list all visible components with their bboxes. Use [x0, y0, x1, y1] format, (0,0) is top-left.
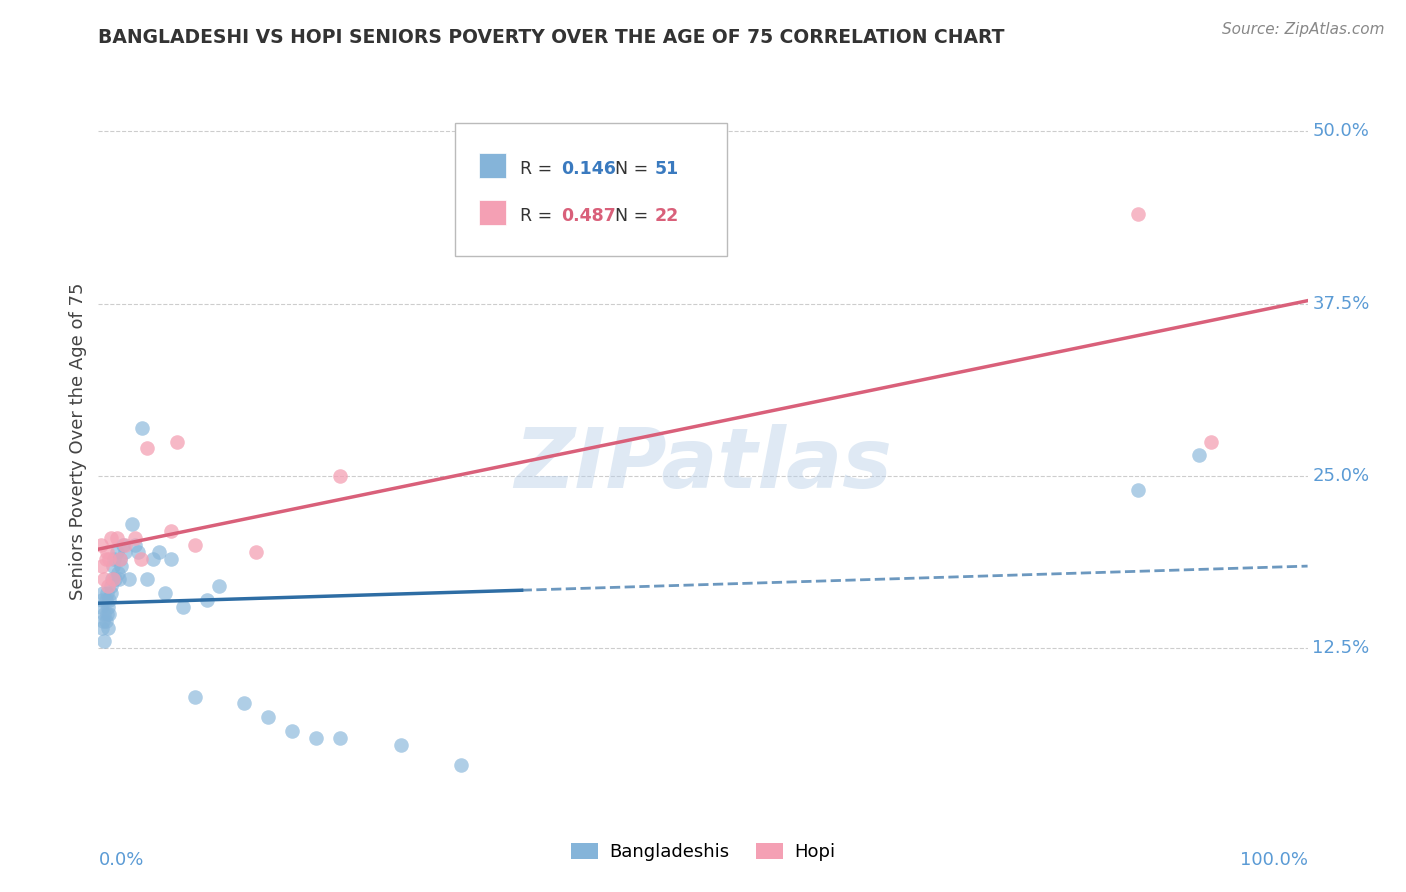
Point: [135, 573, 157, 587]
Point: [131, 421, 153, 435]
Point: [96, 545, 118, 559]
Bar: [479, 201, 506, 226]
Point: [91, 593, 114, 607]
Point: [91, 586, 114, 600]
Text: N =: N =: [614, 161, 654, 178]
Point: [124, 538, 146, 552]
Point: [127, 545, 149, 559]
Point: [104, 573, 127, 587]
Point: [91, 558, 114, 573]
Point: [232, 697, 254, 711]
Point: [172, 599, 194, 614]
Text: 25.0%: 25.0%: [1312, 467, 1369, 485]
Point: [166, 434, 188, 449]
Point: [103, 551, 125, 566]
Point: [118, 573, 141, 587]
Text: ZIPatlas: ZIPatlas: [515, 424, 891, 505]
Point: [184, 690, 207, 704]
Point: [101, 573, 124, 587]
Point: [98, 607, 121, 621]
Point: [142, 551, 165, 566]
Point: [160, 524, 183, 538]
Point: [90, 599, 112, 614]
Point: [108, 551, 131, 566]
Point: [111, 538, 134, 552]
Point: [256, 710, 278, 724]
Text: 12.5%: 12.5%: [1312, 640, 1369, 657]
Point: [389, 738, 412, 752]
Point: [100, 586, 122, 600]
Text: 100.0%: 100.0%: [1240, 851, 1308, 869]
Point: [108, 573, 131, 587]
Text: R =: R =: [520, 161, 558, 178]
Point: [245, 545, 267, 559]
Point: [91, 621, 114, 635]
Text: 0.0%: 0.0%: [98, 851, 143, 869]
FancyBboxPatch shape: [456, 123, 727, 256]
Point: [96, 586, 118, 600]
Point: [129, 551, 152, 566]
Point: [90, 538, 112, 552]
Point: [114, 545, 136, 559]
Y-axis label: Seniors Poverty Over the Age of 75: Seniors Poverty Over the Age of 75: [69, 283, 87, 600]
Bar: [479, 153, 506, 178]
Point: [121, 517, 143, 532]
Point: [184, 538, 207, 552]
Point: [329, 469, 352, 483]
Point: [195, 593, 218, 607]
Point: [93, 607, 115, 621]
Point: [93, 634, 115, 648]
Point: [208, 579, 231, 593]
Point: [450, 758, 472, 772]
Point: [100, 579, 122, 593]
Text: Source: ZipAtlas.com: Source: ZipAtlas.com: [1222, 22, 1385, 37]
Point: [98, 551, 121, 566]
Point: [94, 593, 117, 607]
Text: 51: 51: [655, 161, 679, 178]
Point: [160, 551, 183, 566]
Point: [97, 621, 120, 635]
Point: [98, 593, 121, 607]
Point: [153, 586, 176, 600]
Point: [135, 442, 157, 456]
Text: N =: N =: [614, 207, 654, 226]
Point: [114, 538, 136, 552]
Text: BANGLADESHI VS HOPI SENIORS POVERTY OVER THE AGE OF 75 CORRELATION CHART: BANGLADESHI VS HOPI SENIORS POVERTY OVER…: [98, 28, 1005, 47]
Point: [100, 531, 122, 545]
Point: [107, 566, 129, 580]
Point: [281, 724, 304, 739]
Point: [97, 599, 120, 614]
Point: [148, 545, 170, 559]
Point: [100, 573, 122, 587]
Point: [94, 614, 117, 628]
Point: [97, 579, 120, 593]
Point: [105, 545, 128, 559]
Text: 0.487: 0.487: [561, 207, 616, 226]
Point: [305, 731, 328, 745]
Point: [124, 531, 146, 545]
Legend: Bangladeshis, Hopi: Bangladeshis, Hopi: [564, 836, 842, 869]
Text: 22: 22: [655, 207, 679, 226]
Point: [96, 607, 118, 621]
Point: [105, 531, 128, 545]
Point: [1188, 448, 1211, 462]
Point: [93, 573, 115, 587]
Point: [108, 551, 131, 566]
Point: [91, 614, 114, 628]
Text: 50.0%: 50.0%: [1312, 122, 1369, 140]
Text: R =: R =: [520, 207, 558, 226]
Point: [1128, 207, 1150, 221]
Point: [101, 558, 124, 573]
Point: [1128, 483, 1150, 497]
Point: [94, 551, 117, 566]
Point: [1199, 434, 1222, 449]
Point: [329, 731, 352, 745]
Text: 0.146: 0.146: [561, 161, 616, 178]
Text: 37.5%: 37.5%: [1312, 294, 1369, 313]
Point: [110, 558, 132, 573]
